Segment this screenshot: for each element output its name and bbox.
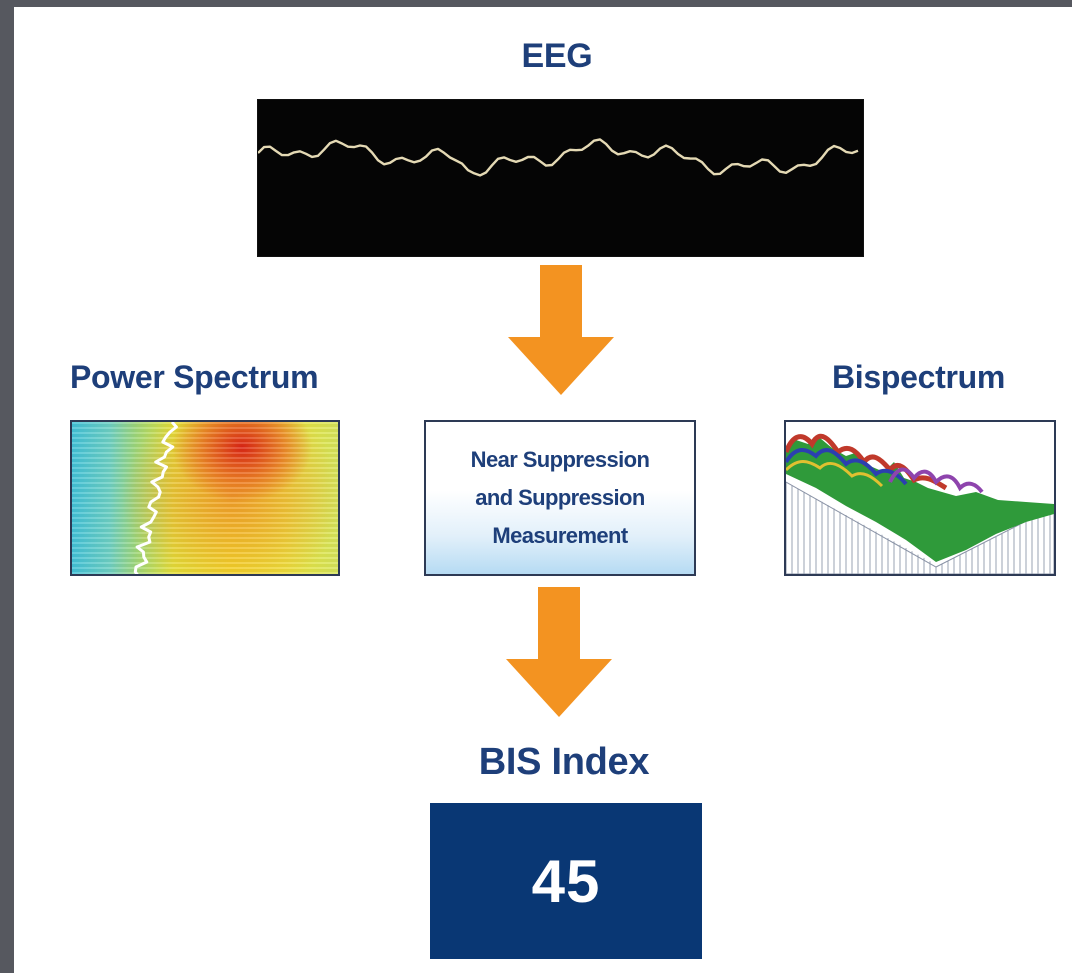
diagram-canvas: EEG Power Spectrum Near Suppression and … xyxy=(14,7,1072,973)
power-spectrum-panel xyxy=(70,420,340,576)
suppression-measurement-box: Near Suppression and Suppression Measure… xyxy=(424,420,696,576)
eeg-title: EEG xyxy=(521,37,593,75)
bis-index-box: 45 xyxy=(430,803,702,959)
suppression-measurement-label: Near Suppression and Suppression Measure… xyxy=(435,441,685,555)
eeg-trace-line xyxy=(258,138,859,177)
eeg-waveform xyxy=(258,138,859,177)
power-spectrum-title: Power Spectrum xyxy=(70,359,319,395)
suppression-line-2: and Suppression xyxy=(475,485,645,510)
down-arrow-icon xyxy=(508,265,614,395)
bis-index-value: 45 xyxy=(531,847,601,915)
power-spectrum-trace xyxy=(133,422,178,574)
suppression-line-1: Near Suppression xyxy=(470,447,650,472)
3d-surface-plot xyxy=(786,433,1054,574)
bispectrum-grid xyxy=(786,482,1051,574)
bis-index-title: BIS Index xyxy=(478,741,650,783)
bispectrum-title: Bispectrum xyxy=(832,359,1006,395)
bispectrum-surface-floor xyxy=(786,481,1054,574)
bispectrum-peaks-3 xyxy=(786,460,884,488)
bispectrum-peaks-4 xyxy=(888,467,984,494)
eeg-waveform-panel xyxy=(257,99,864,257)
spectrogram-heatmap xyxy=(133,422,178,574)
bispectrum-panel xyxy=(784,420,1056,576)
bispectrum-peaks-2 xyxy=(786,448,908,486)
bispectrum-surface xyxy=(786,438,1054,562)
suppression-line-3: Measurement xyxy=(492,523,628,548)
down-arrow-icon xyxy=(506,587,612,717)
